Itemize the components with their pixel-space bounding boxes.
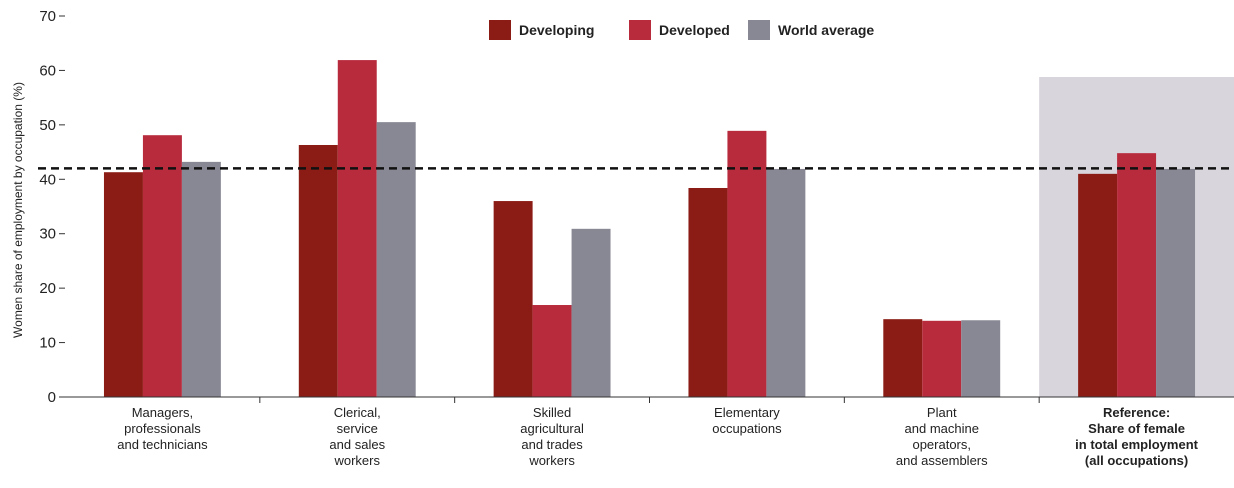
bar: [766, 168, 806, 397]
bar: [103, 172, 143, 397]
bar: [376, 122, 416, 397]
bar: [493, 201, 533, 397]
bar: [337, 60, 377, 397]
bar: [1078, 173, 1118, 397]
x-tick-label: Plant and machine operators, and assemblers: [896, 405, 988, 468]
x-tick-label: Reference: Share of female in total employ…: [1075, 405, 1198, 468]
y-tick-label: 60: [39, 62, 56, 79]
legend-swatch: [489, 20, 511, 40]
legend-label: World average: [778, 22, 874, 38]
bar: [181, 161, 221, 397]
bar: [883, 319, 923, 397]
y-tick-label: 70: [39, 8, 56, 25]
x-tick-label: Managers, professionals and technicians: [117, 405, 208, 452]
bar: [961, 320, 1001, 397]
legend-label: Developed: [659, 22, 730, 38]
y-tick-label: 20: [39, 280, 56, 297]
legend-swatch: [629, 20, 651, 40]
bar: [142, 135, 182, 397]
bar: [1156, 168, 1196, 397]
bar: [298, 144, 338, 397]
x-tick-label: Clerical, service and sales workers: [329, 405, 385, 468]
y-tick-label: 40: [39, 171, 56, 188]
bar: [688, 187, 728, 397]
y-tick-label: 0: [48, 389, 56, 406]
y-tick-label: 30: [39, 226, 56, 243]
y-tick-label: 10: [39, 335, 56, 352]
legend-swatch: [748, 20, 770, 40]
legend-label: Developing: [519, 22, 594, 38]
bar: [571, 228, 611, 397]
x-tick-label: Elementary occupations: [712, 405, 782, 436]
y-axis-label: Women share of employment by occupation …: [11, 82, 25, 338]
x-tick-label: Skilled agricultural and trades workers: [520, 405, 584, 468]
bar: [922, 320, 962, 397]
bar: [532, 305, 572, 397]
bar: [1117, 153, 1157, 397]
y-tick-label: 50: [39, 117, 56, 134]
bar: [727, 130, 767, 397]
